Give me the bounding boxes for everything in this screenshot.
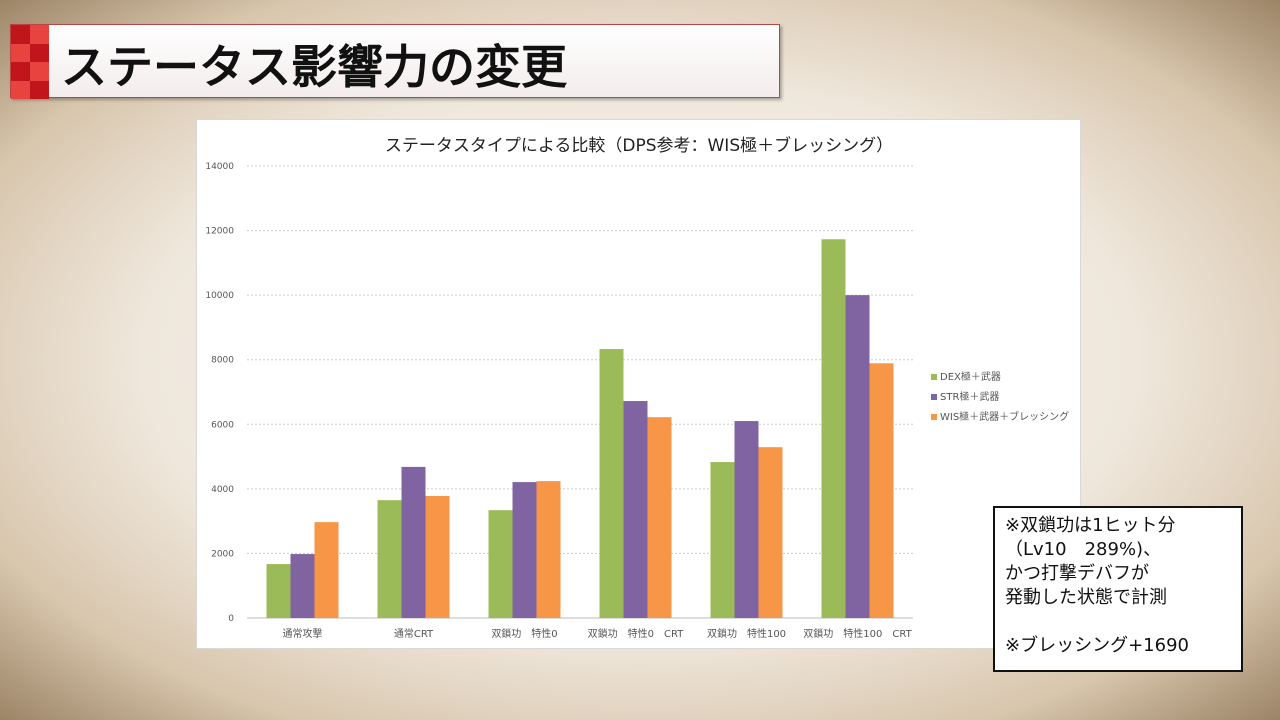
bar-1: [710, 462, 735, 618]
y-tick-label: 0: [228, 614, 234, 624]
bar-3: [869, 363, 894, 618]
bar-1: [488, 510, 513, 618]
bar-2: [290, 554, 315, 618]
bar-3: [536, 481, 561, 618]
chart-title: ステータスタイプによる比較（DPS参考：WIS極＋ブレッシング）: [385, 135, 893, 156]
legend-swatch: [931, 374, 937, 380]
note-box: ※双鎖功は1ヒット分 （Lv10 289%)、 かつ打撃デバフが 発動した状態で…: [993, 506, 1243, 672]
y-tick-label: 14000: [205, 162, 234, 172]
y-tick-label: 4000: [211, 485, 234, 495]
y-tick-label: 2000: [211, 549, 234, 559]
y-tick-label: 8000: [211, 356, 234, 366]
bar-2: [734, 421, 759, 618]
x-tick-label: 通常CRT: [394, 627, 434, 640]
legend-label: STR極＋武器: [940, 390, 999, 403]
chart-svg: ステータスタイプによる比較（DPS参考：WIS極＋ブレッシング） 0 2000 400…: [205, 135, 1069, 640]
x-tick-label: 双鎖功 特性0: [491, 627, 557, 640]
bar-1: [821, 239, 846, 618]
bar-1: [377, 500, 402, 618]
bar-1: [599, 349, 624, 618]
bar-3: [425, 495, 450, 618]
bar-2: [623, 401, 648, 618]
legend-swatch: [931, 414, 937, 420]
bar-3: [647, 417, 672, 618]
legend-label: DEX極＋武器: [940, 370, 1001, 383]
legend-swatch: [931, 394, 937, 400]
y-tick-label: 6000: [211, 420, 234, 430]
x-tick-label: 双鎖功 特性100: [707, 627, 786, 640]
x-tick-label: 通常攻撃: [283, 627, 323, 640]
bar-2: [512, 482, 537, 618]
note-line: かつ打撃デバフが: [1005, 563, 1149, 584]
y-tick-label: 12000: [205, 227, 234, 237]
title-banner: ステータス影響力の変更: [10, 24, 780, 99]
note-line: ※ブレッシング+1690: [1005, 635, 1189, 656]
x-tick-label: 双鎖功 特性100 CRT: [803, 627, 912, 640]
bar-3: [758, 447, 783, 618]
chart: ステータスタイプによる比較（DPS参考：WIS極＋ブレッシング） 0 2000 400…: [196, 119, 1081, 649]
checker-decoration: [11, 25, 49, 99]
legend-label: WIS極＋武器＋ブレッシング: [940, 410, 1069, 423]
y-tick-label: 10000: [205, 291, 234, 301]
note-line: （Lv10 289%)、: [1005, 539, 1162, 560]
slide-title: ステータス影響力の変更: [61, 40, 567, 94]
bar-2: [845, 295, 870, 618]
note-line: 発動した状態で計測: [1005, 587, 1167, 608]
bar-1: [266, 564, 291, 618]
x-tick-label: 双鎖功 特性0 CRT: [588, 627, 685, 640]
bar-3: [314, 522, 339, 618]
note-line: ※双鎖功は1ヒット分: [1005, 515, 1176, 536]
bar-2: [401, 466, 426, 618]
